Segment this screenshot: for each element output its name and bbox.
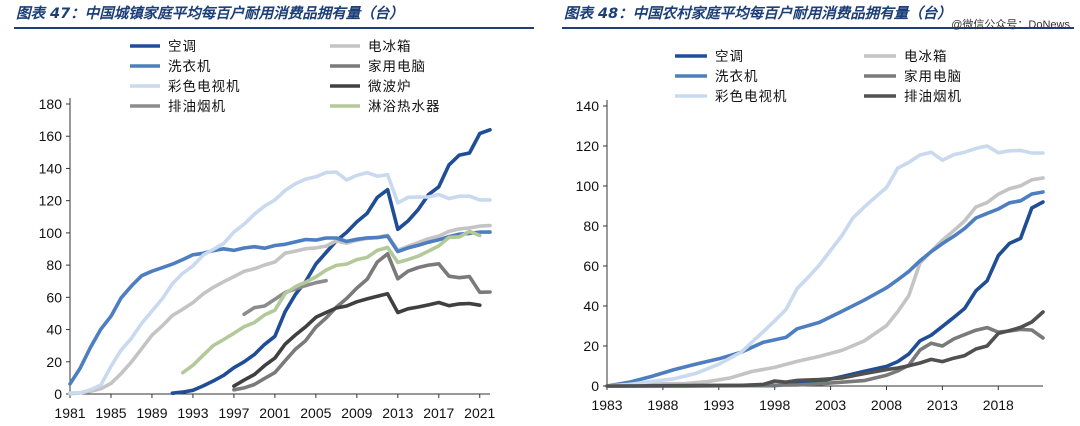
- title-rule: [562, 27, 1074, 29]
- legend-label: 家用电脑: [368, 58, 426, 75]
- y-tick-label: 100: [576, 178, 600, 194]
- urban-chart-panel: 图表 47：中国城镇家庭平均每百户耐用消费品拥有量（台） 0 20 40 60 80 10…: [14, 6, 534, 421]
- x-tick-label: 1993: [703, 397, 734, 413]
- y-tick-label: 80: [46, 257, 62, 273]
- x-tick-label: 1981: [54, 405, 85, 421]
- x-tick-label: 2013: [927, 397, 958, 413]
- series-line-2: [68, 230, 492, 386]
- rural-chart-panel: 图表 48：中国农村家庭平均每百户耐用消费品拥有量（台） @微信公众号：DoNe…: [548, 0, 1080, 426]
- y-tick-label: 120: [39, 193, 63, 209]
- y-tick-label: 100: [39, 225, 63, 241]
- y-tick-label: 20: [46, 354, 62, 370]
- x-tick-label: 1985: [95, 405, 126, 421]
- y-tick-label: 80: [583, 218, 599, 234]
- axes: 0 20 40 60 80 100 120 140 1983 1988 1993 1998 2003 20…: [576, 98, 1043, 413]
- x-tick-label: 1988: [647, 397, 678, 413]
- series-line-4: [68, 170, 492, 395]
- title-rule: [14, 27, 534, 29]
- x-tick-label: 1997: [218, 405, 249, 421]
- x-tick-label: 1989: [136, 405, 167, 421]
- series-line-2: [605, 190, 1045, 388]
- x-tick-label: 2018: [983, 397, 1014, 413]
- chart-title: 图表 47：中国城镇家庭平均每百户耐用消费品拥有量（台）: [16, 6, 404, 22]
- legend-label: 微波炉: [368, 79, 412, 95]
- chart-title: 图表 48：中国农村家庭平均每百户耐用消费品拥有量（台）: [564, 6, 952, 22]
- y-tick-label: 140: [39, 160, 63, 176]
- x-tick-label: 2021: [464, 405, 495, 421]
- y-tick-label: 140: [576, 98, 600, 114]
- x-tick-label: 2013: [382, 405, 413, 421]
- watermark-text: @微信公众号：DoNews: [951, 19, 1070, 31]
- series-line-7: [180, 229, 482, 375]
- legend-label: 彩色电视机: [715, 88, 788, 105]
- series-line-5: [232, 291, 482, 388]
- series-line-0: [170, 128, 492, 396]
- x-tick-label: 1983: [591, 397, 622, 413]
- legend-label: 空调: [715, 49, 744, 65]
- rural-durable-goods-chart: 0 20 40 60 80 100 120 140 1983 1988 1993 1998 2003 20…: [576, 49, 1045, 413]
- x-tick-label: 2001: [259, 405, 290, 421]
- legend-label: 排油烟机: [168, 99, 226, 115]
- y-tick-label: 40: [583, 298, 599, 314]
- series-lines: [605, 144, 1045, 388]
- series-line-1: [68, 223, 492, 396]
- x-tick-label: 2003: [815, 397, 846, 413]
- y-tick-label: 120: [576, 138, 600, 154]
- x-tick-label: 2008: [871, 397, 902, 413]
- legend-label: 电冰箱: [368, 39, 412, 55]
- legend-label: 淋浴热水器: [368, 99, 441, 115]
- y-tick-label: 20: [583, 338, 599, 354]
- series-line-3: [232, 252, 492, 392]
- axes: 0 20 40 60 80 100 120 140 160 180 1981 1985 1989 1993…: [39, 96, 496, 421]
- series-line-4: [605, 144, 1045, 388]
- legend-label: 家用电脑: [904, 68, 962, 85]
- y-tick-label: 0: [591, 378, 599, 394]
- series-line-1: [605, 176, 1045, 388]
- urban-durable-goods-chart: 0 20 40 60 80 100 120 140 160 180 1981 1985 1989 1993…: [39, 39, 496, 421]
- x-tick-label: 1993: [177, 405, 208, 421]
- y-tick-label: 160: [39, 128, 63, 144]
- x-tick-label: 2009: [341, 405, 372, 421]
- y-tick-label: 40: [46, 322, 62, 338]
- legend-label: 空调: [168, 39, 197, 55]
- x-tick-label: 2017: [423, 405, 454, 421]
- x-tick-label: 1998: [759, 397, 790, 413]
- x-tick-label: 2005: [300, 405, 331, 421]
- series-line-0: [605, 200, 1045, 388]
- legend-label: 洗衣机: [168, 59, 212, 75]
- y-tick-label: 0: [54, 386, 62, 402]
- y-tick-label: 60: [583, 258, 599, 274]
- legend-label: 电冰箱: [904, 49, 948, 65]
- series-line-5: [605, 310, 1045, 388]
- legend-label: 排油烟机: [904, 89, 962, 105]
- y-tick-label: 60: [46, 289, 62, 305]
- legend-label: 洗衣机: [715, 69, 759, 85]
- legend-label: 彩色电视机: [168, 78, 241, 95]
- y-tick-label: 180: [39, 96, 63, 112]
- series-lines: [68, 128, 492, 396]
